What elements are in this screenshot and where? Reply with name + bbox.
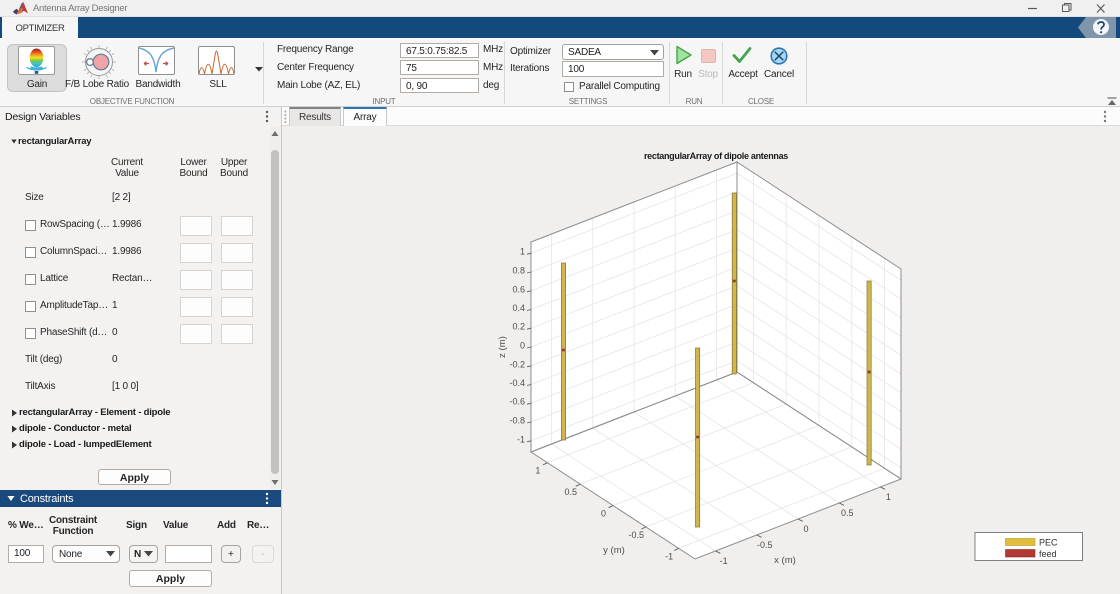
svg-text:0.5: 0.5 bbox=[841, 508, 854, 518]
svg-text:-0.5: -0.5 bbox=[757, 540, 773, 550]
svg-text:-1: -1 bbox=[665, 551, 673, 561]
svg-text:1: 1 bbox=[535, 466, 540, 476]
svg-text:-1: -1 bbox=[720, 556, 728, 566]
svg-text:0.4: 0.4 bbox=[512, 303, 525, 313]
svg-text:0: 0 bbox=[803, 524, 808, 534]
svg-text:-1: -1 bbox=[517, 434, 525, 444]
svg-text:-0.4: -0.4 bbox=[509, 378, 525, 388]
svg-text:1: 1 bbox=[886, 492, 891, 502]
svg-text:0.6: 0.6 bbox=[512, 284, 525, 294]
svg-text:0: 0 bbox=[601, 509, 606, 519]
svg-text:0.8: 0.8 bbox=[512, 266, 525, 276]
svg-text:feed: feed bbox=[1039, 549, 1057, 559]
svg-text:0.5: 0.5 bbox=[564, 487, 577, 497]
svg-text:rectangularArray of dipole ant: rectangularArray of dipole antennas bbox=[644, 151, 788, 161]
svg-text:PEC: PEC bbox=[1039, 538, 1058, 548]
svg-text:-0.5: -0.5 bbox=[629, 530, 645, 540]
svg-text:-0.8: -0.8 bbox=[509, 416, 525, 426]
svg-text:-0.2: -0.2 bbox=[509, 359, 525, 369]
svg-text:-0.6: -0.6 bbox=[509, 397, 525, 407]
svg-text:0.2: 0.2 bbox=[512, 322, 525, 332]
svg-text:1: 1 bbox=[520, 247, 525, 257]
svg-text:x (m): x (m) bbox=[774, 555, 796, 566]
svg-text:y (m): y (m) bbox=[603, 545, 625, 556]
svg-text:z (m): z (m) bbox=[497, 336, 508, 358]
svg-text:0: 0 bbox=[520, 341, 525, 351]
